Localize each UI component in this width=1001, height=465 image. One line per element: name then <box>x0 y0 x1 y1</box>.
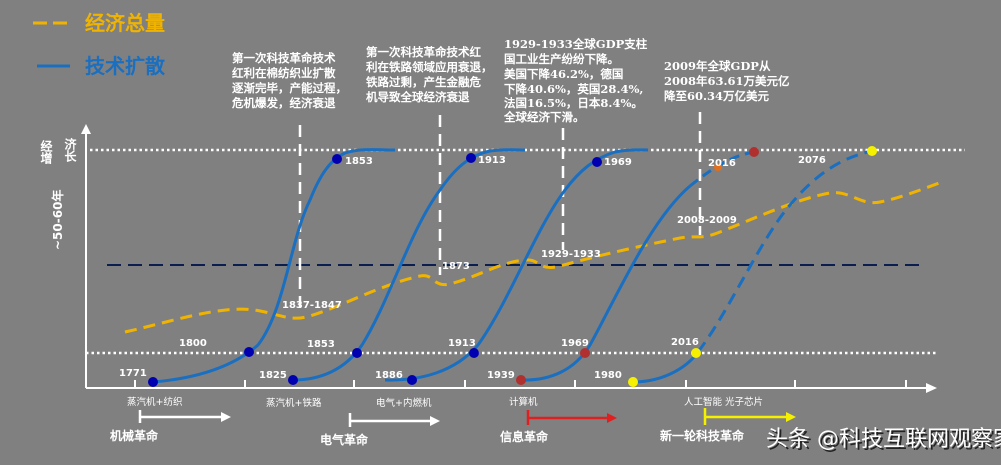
label-crisis-2008: 2008-2009 <box>677 215 737 226</box>
tech-label-1: 蒸汽机+纺织 <box>127 396 182 408</box>
annotation-4: 2009年全球GDP从 2008年63.61万美元亿 降至60.34万亿美元 <box>664 59 790 103</box>
label-start-1939: 1939 <box>487 370 515 381</box>
diffusion-curve-5-projection <box>696 149 873 353</box>
dot-1913 <box>469 348 479 358</box>
diffusion-curve-5 <box>632 351 700 384</box>
annotation-1: 第一次科技革命技术 红利在棉纺织业扩散 逐渐完毕，产能过程， 危机爆发，经济衰退 <box>231 51 347 110</box>
tech-label-5: 人工智能 光子芯片 <box>684 396 763 408</box>
y-label-col1: 经增 <box>39 139 53 165</box>
annotation-1-line: 逐渐完毕，产能过程， <box>232 81 347 95</box>
diffusion-curve-4 <box>520 184 691 382</box>
annotation-3-line: 全球经济下滑。 <box>503 110 585 124</box>
annotation-3-line: 下降40.6%，英国28.4%, <box>504 82 643 96</box>
y-label-col2: 济长 <box>63 137 77 163</box>
crisis-lines <box>298 112 702 315</box>
revolution-new: 新一轮科技革命 <box>660 428 745 443</box>
label-top-1913: 1913 <box>478 155 506 166</box>
annotation-4-line: 2008年63.61万美元亿 <box>664 74 790 88</box>
label-mid-1913: 1913 <box>448 338 476 349</box>
diffusion-curve-1 <box>152 148 396 384</box>
label-top-1853: 1853 <box>345 156 373 167</box>
dot-1969-top <box>592 157 602 167</box>
arrow-new-revolution <box>703 408 796 425</box>
annotation-2-line: 利在铁路领域应用衰退， <box>365 60 493 74</box>
label-start-1825: 1825 <box>259 370 287 381</box>
legend-economy-label: 经济总量 <box>85 11 165 35</box>
label-top-1969: 1969 <box>604 157 632 168</box>
tech-label-3: 电气+内燃机 <box>376 397 432 409</box>
tech-label-4: 计算机 <box>509 396 538 408</box>
annotation-3-line: 美国下降46.2%，德国 <box>504 67 623 81</box>
arrow-electrical <box>348 413 440 427</box>
annotation-3-line: 法国16.5%，日本8.4%。 <box>504 96 643 110</box>
annotation-4-line: 2009年全球GDP从 <box>664 59 771 73</box>
milestone-dots <box>148 146 877 387</box>
dot-1853-top <box>332 154 342 164</box>
diffusion-curve-3 <box>384 148 649 382</box>
revolution-information: 信息革命 <box>500 429 549 444</box>
dot-1800 <box>244 347 254 357</box>
dot-1969 <box>580 348 590 358</box>
annotation-3-line: 国工业生产纷纷下降。 <box>504 52 619 66</box>
dot-1771 <box>148 377 158 387</box>
revolution-mechanical: 机械革命 <box>110 428 159 443</box>
dot-1913-top <box>466 153 476 163</box>
dot-2016-top <box>714 163 722 171</box>
annotation-2: 第一次科技革命技术红 利在铁路领域应用衰退， 铁路过剩，产生金融危 机导致全球经… <box>365 45 493 104</box>
dot-1939 <box>516 375 526 385</box>
arrow-mechanical <box>138 410 231 423</box>
annotation-1-line: 危机爆发，经济衰退 <box>231 96 336 110</box>
x-axis-ticks <box>134 380 907 388</box>
label-mid-1853: 1853 <box>307 339 335 350</box>
annotation-3-line: 1929-1933全球GDP支柱 <box>504 37 648 51</box>
annotation-1-line: 第一次科技革命技术 <box>232 51 336 65</box>
dot-saturation-red <box>749 147 759 157</box>
label-crisis-1837: 1837-1847 <box>282 300 342 311</box>
label-mid-2016: 2016 <box>671 337 699 348</box>
tech-label-2: 蒸汽机+铁路 <box>266 397 322 409</box>
annotation-2-line: 铁路过剩，产生金融危 <box>366 75 481 89</box>
label-top-2016: 2016 <box>708 158 736 169</box>
economy-curve <box>124 180 943 334</box>
revolution-electrical: 电气革命 <box>320 432 369 447</box>
annotation-2-line: 第一次科技革命技术红 <box>366 45 481 59</box>
y-label-period: ~50-60年 <box>50 190 65 250</box>
label-top-2076: 2076 <box>798 155 826 166</box>
annotation-2-line: 机导致全球经济衰退 <box>366 90 470 104</box>
label-mid-1969: 1969 <box>561 338 589 349</box>
y-axis-arrow <box>81 124 91 134</box>
annotation-1-line: 红利在棉纺织业扩散 <box>232 66 336 80</box>
annotation-4-line: 降至60.34万亿美元 <box>664 89 770 103</box>
diffusion-curve-2 <box>292 148 526 382</box>
dot-2076 <box>867 146 877 156</box>
label-start-1886: 1886 <box>375 370 403 381</box>
arrow-information <box>526 410 617 425</box>
dot-2016 <box>691 348 701 358</box>
watermark: 头条 @科技互联网观察家 <box>766 427 1001 452</box>
dot-1980 <box>628 377 638 387</box>
label-crisis-1929: 1929-1933 <box>541 249 601 260</box>
label-crisis-1873: 1873 <box>442 261 470 272</box>
label-start-1771: 1771 <box>119 368 147 379</box>
label-start-1980: 1980 <box>594 370 622 381</box>
x-axis-arrow <box>926 383 937 393</box>
legend-diffusion-label: 技术扩散 <box>85 54 166 78</box>
annotation-3: 1929-1933全球GDP支柱 国工业生产纷纷下降。 美国下降46.2%，德国… <box>503 37 648 124</box>
dot-1886 <box>407 375 417 385</box>
dot-1853 <box>352 348 362 358</box>
dot-1825 <box>288 375 298 385</box>
label-mid-1800: 1800 <box>179 338 207 349</box>
